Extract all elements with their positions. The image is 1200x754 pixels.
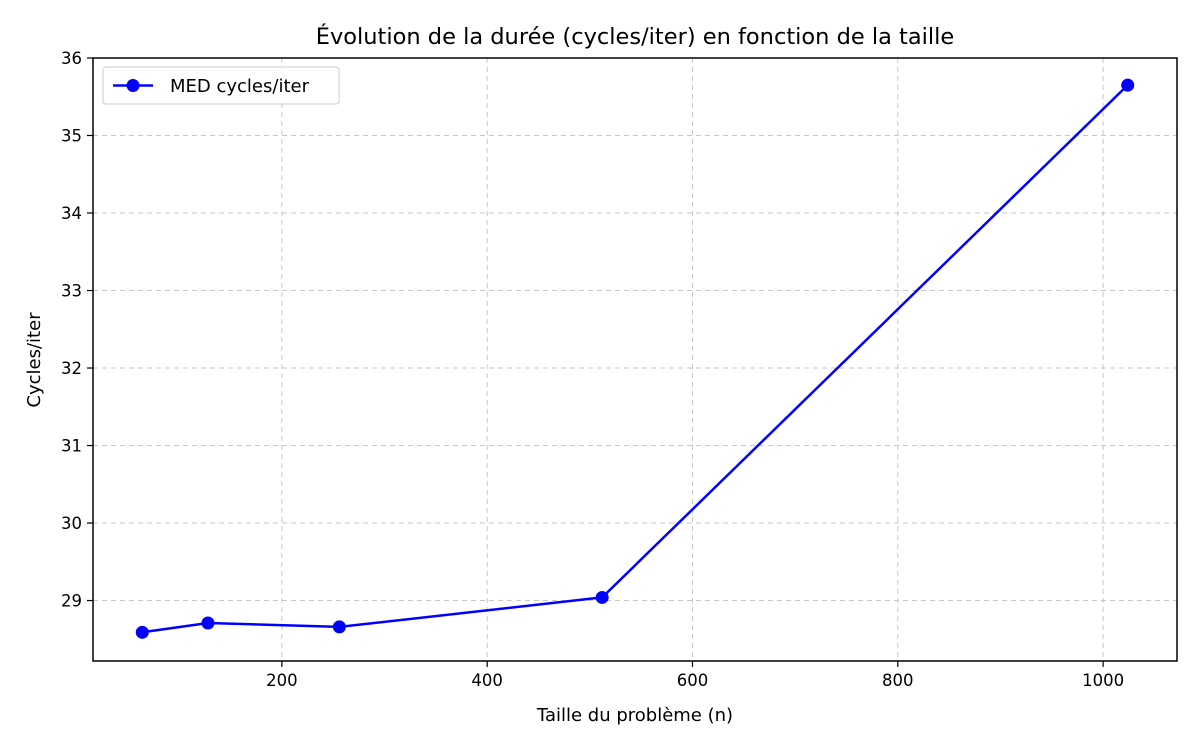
plot-area-frame xyxy=(92,57,1178,662)
data-point xyxy=(332,620,346,634)
y-tick-label: 32 xyxy=(61,359,82,378)
x-tick-label: 800 xyxy=(882,671,914,690)
data-point xyxy=(595,590,609,604)
y-axis: 29 30 31 32 33 34 35 36 xyxy=(61,49,93,611)
y-tick-label: 29 xyxy=(61,592,82,611)
legend: MED cycles/iter xyxy=(102,66,340,105)
x-tick-label: 400 xyxy=(471,671,503,690)
y-tick-label: 34 xyxy=(61,204,82,223)
data-point xyxy=(201,616,215,630)
y-tick-label: 31 xyxy=(61,437,82,456)
legend-marker-swatch xyxy=(126,79,140,92)
chart-title: Évolution de la durée (cycles/iter) en f… xyxy=(316,22,955,50)
x-axis-label: Taille du problème (n) xyxy=(536,705,733,726)
y-tick-label: 35 xyxy=(61,127,82,146)
legend-label: MED cycles/iter xyxy=(170,76,310,97)
series-layer xyxy=(135,78,1135,639)
data-point xyxy=(135,625,149,639)
x-tick-label: 1000 xyxy=(1082,671,1124,690)
x-tick-label: 600 xyxy=(677,671,709,690)
y-tick-label: 36 xyxy=(61,49,82,68)
y-axis-label: Cycles/iter xyxy=(24,312,45,408)
y-tick-label: 30 xyxy=(61,514,82,533)
x-axis: 200 400 600 800 1000 xyxy=(266,661,1124,690)
legend-box xyxy=(102,66,340,105)
data-point xyxy=(1121,78,1135,92)
y-tick-label: 33 xyxy=(61,282,82,301)
x-tick-label: 200 xyxy=(266,671,298,690)
